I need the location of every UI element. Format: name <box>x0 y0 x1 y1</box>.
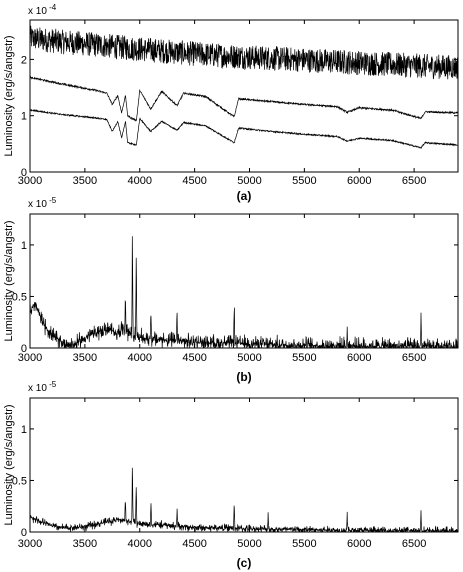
panel-label: (a) <box>237 189 252 203</box>
chart-panel-2: 3000 3500 4000 4500 5000 5500 6000 6500 0 0.5 1 x 1… <box>3 196 459 384</box>
x-tick-label: 6000 <box>347 352 371 364</box>
x-tick-label: 3000 <box>18 175 42 187</box>
y-tick-label: 2 <box>21 54 27 66</box>
x-tick-label: 4000 <box>128 175 152 187</box>
y-tick-label: 0.5 <box>12 291 27 303</box>
x-tick-label: 6000 <box>347 538 371 550</box>
y-tick-label: 0 <box>21 167 27 179</box>
series-line-2 <box>30 75 458 122</box>
series-line-1 <box>30 467 458 532</box>
x-tick-label: 5500 <box>292 538 316 550</box>
x-tick-label: 4000 <box>128 352 152 364</box>
x-tick-label: 5000 <box>237 352 261 364</box>
y-tick-label: 1 <box>21 111 27 123</box>
y-tick-label: 0 <box>21 343 27 355</box>
y-axis-label: Luminosity (erg/s/angstr) <box>3 404 15 525</box>
chart-panel-1: 3000 3500 4000 4500 5000 5500 6000 6500 0 1 2 x 10 … <box>3 3 459 203</box>
x-tick-label: 4500 <box>182 175 206 187</box>
x-tick-label: 3500 <box>73 538 97 550</box>
series-line-1 <box>30 236 458 348</box>
x-tick-label: 6500 <box>402 352 426 364</box>
plot-frame <box>29 397 459 533</box>
panel-label: (c) <box>237 556 252 570</box>
x-tick-label: 5000 <box>237 175 261 187</box>
chart-panel-3: 3000 3500 4000 4500 5000 5500 6000 6500 0 0.5 1 x 1… <box>3 380 459 570</box>
plot-frame <box>29 213 459 349</box>
y-tick-label: 0 <box>21 527 27 539</box>
x-tick-label: 3000 <box>18 352 42 364</box>
y-exponent: x 10 -5 <box>28 196 57 210</box>
x-tick-label: 6500 <box>402 175 426 187</box>
panel-label: (b) <box>236 370 251 384</box>
y-axis-label: Luminosity (erg/s/angstr) <box>3 220 15 341</box>
x-tick-label: 3500 <box>73 352 97 364</box>
series-line-1 <box>30 25 458 80</box>
plot-frame <box>29 19 459 173</box>
x-tick-label: 6000 <box>347 175 371 187</box>
x-tick-label: 4500 <box>182 538 206 550</box>
y-exponent: x 10 -4 <box>28 3 57 17</box>
x-tick-label: 3000 <box>18 538 42 550</box>
x-tick-label: 6500 <box>402 538 426 550</box>
y-exponent: x 10 -5 <box>28 380 57 394</box>
y-tick-label: 1 <box>21 240 27 252</box>
y-axis-label: Luminosity (erg/s/angstr) <box>3 35 15 156</box>
x-tick-label: 5500 <box>292 352 316 364</box>
x-tick-label: 4500 <box>182 352 206 364</box>
y-tick-label: 0.5 <box>12 475 27 487</box>
x-tick-label: 5000 <box>237 538 261 550</box>
x-tick-label: 5500 <box>292 175 316 187</box>
x-tick-label: 4000 <box>128 538 152 550</box>
x-tick-label: 3500 <box>73 175 97 187</box>
y-tick-label: 1 <box>21 424 27 436</box>
series-line-3 <box>30 108 458 149</box>
